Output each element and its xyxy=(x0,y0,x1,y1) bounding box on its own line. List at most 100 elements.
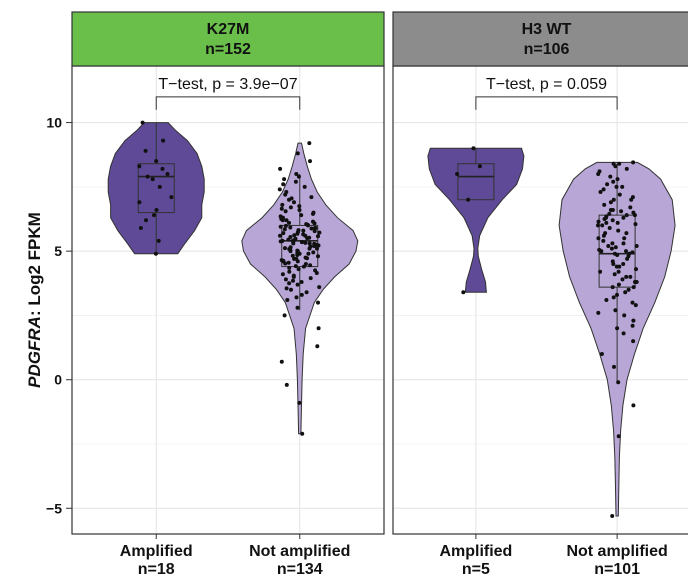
data-point xyxy=(278,224,283,229)
data-point xyxy=(303,255,308,260)
data-point xyxy=(282,227,287,232)
data-point xyxy=(616,269,621,274)
data-point xyxy=(599,352,604,356)
data-point xyxy=(282,177,287,182)
data-point xyxy=(300,431,305,436)
data-point xyxy=(282,313,287,318)
data-point xyxy=(633,303,638,308)
data-point xyxy=(306,251,311,256)
data-point xyxy=(607,211,612,216)
data-point xyxy=(292,256,297,261)
data-point xyxy=(631,403,636,408)
data-point xyxy=(284,190,289,194)
data-point xyxy=(285,298,290,302)
data-point xyxy=(287,281,292,286)
data-point xyxy=(295,282,300,287)
box xyxy=(457,163,495,201)
data-point xyxy=(311,219,315,224)
data-point xyxy=(608,174,613,179)
data-point xyxy=(603,231,608,236)
data-point xyxy=(283,223,288,228)
data-point xyxy=(598,269,603,274)
data-point xyxy=(621,331,626,336)
data-point xyxy=(299,213,304,218)
data-point xyxy=(280,238,285,243)
data-point xyxy=(283,246,287,251)
data-point xyxy=(316,254,320,259)
data-point xyxy=(304,222,309,227)
data-point xyxy=(279,206,284,211)
data-point xyxy=(283,277,288,282)
data-point xyxy=(624,274,629,279)
data-point xyxy=(611,161,616,166)
data-point xyxy=(612,272,617,277)
facet-strip xyxy=(392,11,688,67)
data-point xyxy=(477,164,482,169)
data-point xyxy=(281,231,286,236)
data-point xyxy=(596,223,600,228)
data-point xyxy=(308,244,313,249)
data-point xyxy=(295,151,300,156)
data-point xyxy=(288,249,293,254)
data-point xyxy=(288,225,293,230)
data-point xyxy=(604,220,609,225)
data-point xyxy=(604,215,608,220)
violin-group xyxy=(558,160,676,518)
data-point xyxy=(307,141,312,146)
data-point xyxy=(617,192,622,197)
data-point xyxy=(614,184,619,189)
data-point xyxy=(315,246,319,251)
data-point xyxy=(614,264,619,269)
data-point xyxy=(303,262,308,266)
data-point xyxy=(615,220,620,225)
data-point xyxy=(621,262,626,266)
data-point xyxy=(316,326,321,331)
data-point xyxy=(616,434,621,439)
data-point xyxy=(278,166,283,171)
data-point xyxy=(604,298,609,302)
data-point xyxy=(611,295,616,300)
data-point xyxy=(154,159,159,164)
data-point xyxy=(602,202,607,207)
violin-shape xyxy=(427,147,525,293)
x-category-n: n=134 xyxy=(277,561,323,578)
data-point xyxy=(623,290,628,295)
y-axis-ticks: −5 0 5 10 xyxy=(46,115,72,516)
data-point xyxy=(283,209,288,214)
data-point xyxy=(631,339,636,344)
data-point xyxy=(466,197,471,202)
data-point xyxy=(143,148,148,153)
data-point xyxy=(152,213,156,218)
data-point xyxy=(293,264,298,269)
data-point xyxy=(601,238,606,243)
data-point xyxy=(277,187,282,192)
x-category-label: Amplified xyxy=(439,543,512,560)
data-point xyxy=(607,226,612,230)
facet-panels: T−test, p = 3.9e−07K27Mn=152Amplifiedn=1… xyxy=(71,11,688,578)
data-point xyxy=(278,214,283,219)
data-point xyxy=(144,218,148,223)
data-point xyxy=(301,228,306,233)
ttest-label: T−test, p = 3.9e−07 xyxy=(158,76,297,93)
significance-bracket xyxy=(155,96,301,110)
data-point xyxy=(153,251,158,256)
data-point xyxy=(303,233,308,238)
data-point xyxy=(284,218,289,223)
data-point xyxy=(628,205,633,210)
data-point xyxy=(630,323,635,328)
y-tick-label: 5 xyxy=(54,243,62,259)
data-point xyxy=(308,263,313,268)
facet-strip-title: H3 WT xyxy=(522,21,572,38)
data-point xyxy=(627,251,632,256)
data-point xyxy=(288,245,293,250)
data-point xyxy=(292,233,297,238)
data-point xyxy=(293,236,298,241)
data-point xyxy=(621,241,626,246)
violin-group xyxy=(107,120,205,256)
data-point xyxy=(294,172,299,176)
data-point xyxy=(626,287,631,292)
data-point xyxy=(615,326,620,331)
data-point xyxy=(278,233,282,238)
data-point xyxy=(611,197,616,202)
data-point xyxy=(296,174,301,179)
